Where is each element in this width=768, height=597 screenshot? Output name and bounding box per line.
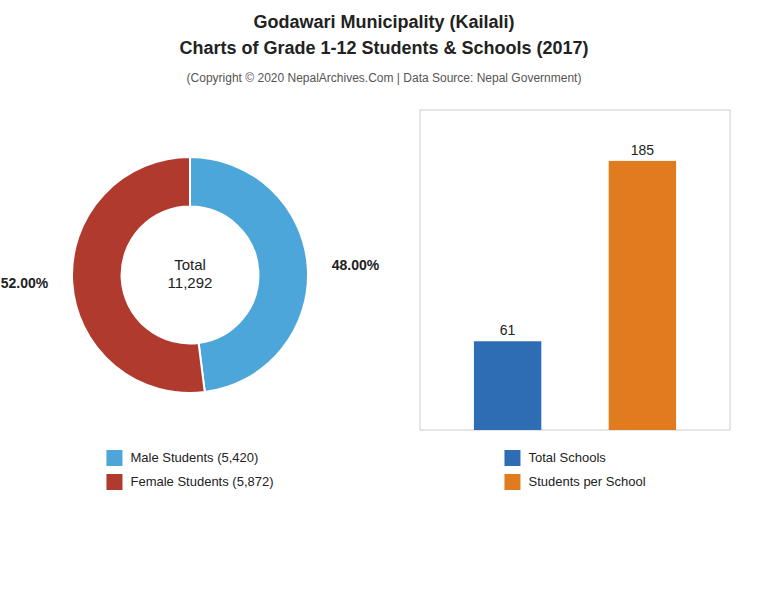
legend-label: Male Students (5,420) [130, 450, 258, 465]
center-label: 11,292 [168, 274, 213, 291]
legend: Male Students (5,420) Female Students (5,… [106, 450, 273, 490]
bar-chart: 61 185 Total Schools Students per School [420, 110, 730, 490]
legend-label: Total Schools [528, 450, 606, 465]
chart: Godawari Municipality (Kailali) Charts of… [0, 0, 768, 597]
center-label: Total [174, 256, 206, 273]
plot-frame [420, 110, 730, 430]
legend-item: Students per School [504, 474, 645, 490]
data-label: 48.00% [332, 257, 380, 273]
title: Charts of Grade 1-12 Students & Schools … [179, 38, 588, 58]
bar [609, 161, 676, 430]
title: Godawari Municipality (Kailali) [253, 12, 514, 32]
legend-item: Male Students (5,420) [106, 450, 258, 466]
donut-chart: 48.00% 52.00% Total11,292 Male Students (5,… [1, 157, 380, 490]
data-label: 52.00% [1, 275, 49, 291]
legend-item: Total Schools [504, 450, 606, 466]
legend-swatch [504, 474, 520, 490]
data-label: 61 [500, 322, 516, 338]
legend-label: Students per School [528, 474, 645, 489]
legend-item: Female Students (5,872) [106, 474, 273, 490]
subtitle: (Copyright © 2020 NepalArchives.Com | Da… [187, 71, 582, 85]
legend-swatch [106, 450, 122, 466]
legend: Total Schools Students per School [504, 450, 645, 490]
legend-label: Female Students (5,872) [130, 474, 273, 489]
bars [474, 161, 676, 430]
bar [474, 341, 541, 430]
legend-swatch [106, 474, 122, 490]
data-label: 185 [631, 142, 655, 158]
slices [72, 157, 308, 393]
legend-swatch [504, 450, 520, 466]
